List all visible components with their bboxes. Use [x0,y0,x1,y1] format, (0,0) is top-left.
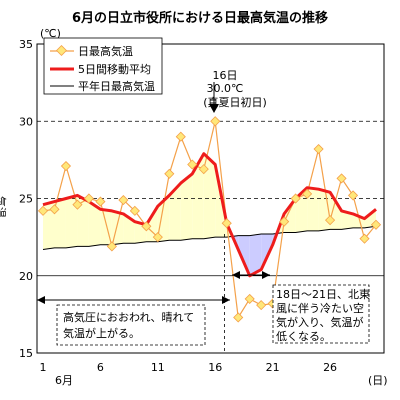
legend-daily-max-label: 日最高気温 [78,44,133,58]
daily-max-point [347,190,359,201]
daily-max-point [233,312,244,323]
fill-above-normal [88,201,101,247]
fill-above-normal [192,153,204,239]
daily-max-point [313,143,324,155]
daily-max-point [336,173,347,184]
series-moving-avg-line [42,152,377,278]
annotation-arrow-head [209,104,219,113]
daily-max-point [49,204,60,215]
x-tick-label: 21 [266,361,280,374]
y-unit-label: (℃) [40,27,61,40]
daily-max-point [279,216,290,227]
x-month-label: 6月 [55,374,73,387]
daily-max-point [152,232,163,243]
daily-max-point [72,199,83,210]
x-tick-label: 1 [40,361,47,374]
fill-above-normal [65,195,78,248]
daily-max-point [129,205,140,216]
fill-above-normal [180,173,193,241]
x-tick-label: 6 [97,361,104,374]
annotation-right-line1: 18日～21日、北東 [276,288,370,301]
period-arrow-right-head-start [232,271,240,279]
fill-above-normal [284,198,296,233]
annotation-right-line4: 低くなる。 [276,330,331,343]
y-tick-label: 20 [19,270,33,283]
daily-max-point [83,193,94,204]
x-unit-label: (日) [368,374,388,387]
fill-above-normal [341,210,354,230]
y-tick-label: 35 [19,38,33,51]
series-normal-line [42,225,377,250]
legend-moving-avg-label: 5日間移動平均 [78,62,151,76]
fill-above-normal [157,195,170,242]
daily-max-point [370,219,382,230]
plot-frame [36,43,385,354]
fill-above-normal [353,213,365,228]
fill-above-normal [77,195,89,247]
daily-max-point [244,293,255,304]
annotation-left-line2: 気温が上がる。 [63,326,140,340]
x-tick-label: 11 [151,361,165,374]
period-arrow-left-head-start [37,296,45,304]
daily-max-point [290,193,301,204]
fill-above-normal [307,187,319,231]
daily-max-point [175,131,186,142]
daily-max-point [95,196,106,207]
annotation-right-line3: 気が入り、気温が [276,315,364,329]
annotation-left-line1: 高気圧におおわれ、晴れて [63,310,194,324]
daily-max-point [37,205,49,216]
legend-daily-max-marker [55,44,68,57]
fill-above-normal [169,183,181,241]
period-arrow-right-head-end [262,271,270,279]
daily-max-point [210,116,221,127]
daily-max-point [256,300,267,311]
annotation-day16-date: 16日 [213,69,238,82]
daily-max-point [118,194,129,206]
y-tick-label: 25 [19,193,33,206]
period-arrow-left-head-end [222,296,230,304]
daily-max-point [359,233,370,244]
annotation-box-left [56,304,206,346]
y-tick-label: 30 [19,115,33,128]
fill-above-normal [146,206,158,242]
daily-max-point [198,164,209,175]
daily-max-point [60,160,72,172]
daily-max-point [221,218,232,229]
annotation-day16-temp: 30.0℃ [207,82,244,95]
chart-title: 6月の日立市役所における日最高気温の推移 [72,10,328,26]
fill-above-normal [43,201,55,250]
y-tick-label: 15 [19,347,33,360]
x-tick-label: 16 [208,361,222,374]
fill-above-normal [203,153,216,239]
daily-max-point [164,168,175,179]
annotation-day16-note: (真夏日初日) [203,95,267,109]
fill-below-normal [249,234,262,276]
x-tick-label: 26 [323,361,337,374]
annotation-box-right [272,284,370,344]
daily-max-point [141,221,152,232]
daily-max-point [187,159,198,170]
fill-above-normal [54,198,66,248]
daily-max-point [106,241,117,252]
y-axis-label: 気温 [0,196,8,218]
daily-max-point [325,215,336,226]
legend-normal-label: 平年日最高気温 [78,79,155,93]
daily-max-point [302,188,313,199]
annotation-right-line2: 風に伴う冷たい空 [276,301,364,315]
